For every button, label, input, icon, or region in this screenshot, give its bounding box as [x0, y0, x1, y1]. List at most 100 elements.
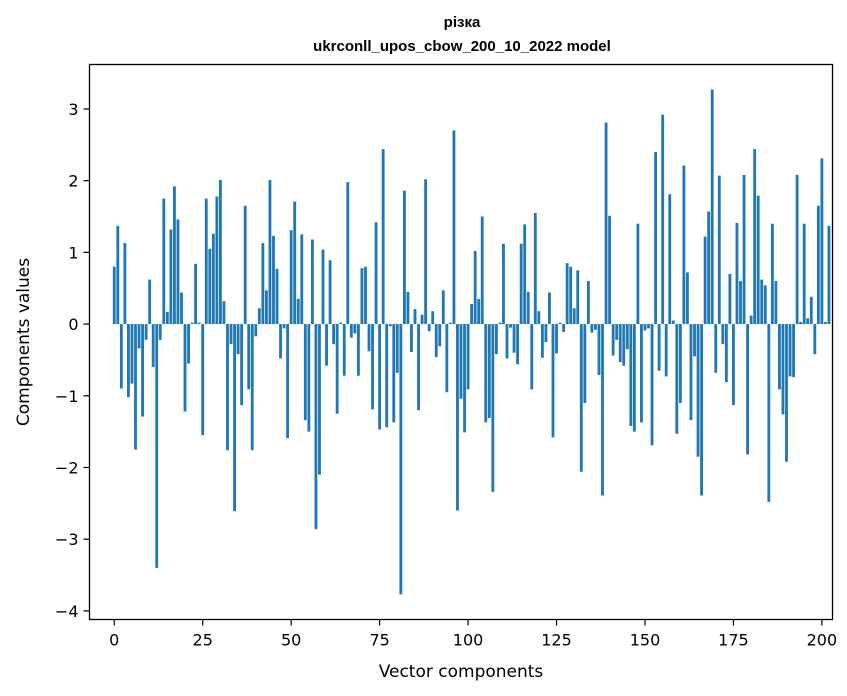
bar-59 [321, 249, 325, 325]
bar-40 [254, 324, 258, 337]
bar-5 [130, 324, 134, 384]
bar-49 [286, 324, 290, 439]
bar-121 [540, 324, 544, 358]
bar-111 [505, 324, 509, 359]
bar-76 [381, 149, 385, 325]
y-tick-label: 2 [68, 172, 78, 191]
y-tick-label: −1 [55, 387, 79, 406]
bar-109 [498, 322, 502, 325]
bar-19 [180, 292, 183, 325]
x-tick-label: 175 [718, 631, 749, 650]
bar-116 [523, 224, 527, 325]
bar-51 [293, 201, 297, 325]
bar-95 [448, 322, 452, 325]
bar-93 [441, 290, 445, 325]
bar-107 [491, 324, 495, 492]
bar-66 [346, 182, 350, 325]
bar-70 [360, 268, 364, 325]
bar-39 [250, 324, 254, 451]
bar-173 [724, 324, 728, 383]
bar-32 [226, 324, 229, 451]
bar-128 [565, 263, 569, 325]
x-tick-label: 150 [630, 631, 661, 650]
y-tick-label: 3 [68, 100, 78, 119]
bar-75 [378, 324, 382, 430]
bar-20 [183, 324, 187, 412]
bar-113 [512, 324, 516, 353]
bar-197 [809, 296, 813, 325]
x-tick-label: 75 [369, 631, 389, 650]
bar-175 [732, 324, 735, 406]
bar-182 [756, 195, 760, 325]
bar-176 [735, 222, 739, 325]
x-tick-label: 50 [281, 631, 301, 650]
y-axis-ticks: −4 −3 −2 −1 0 1 2 3 [55, 100, 90, 621]
bar-64 [339, 322, 343, 325]
bar-17 [173, 186, 176, 325]
bar-11 [151, 324, 155, 368]
bar-167 [703, 236, 707, 325]
bar-100 [466, 324, 470, 390]
bar-63 [335, 324, 339, 414]
bar-139 [604, 122, 608, 325]
bar-48 [282, 324, 286, 329]
bar-21 [187, 324, 190, 364]
bar-73 [371, 324, 374, 410]
bar-91 [434, 324, 438, 358]
bar-119 [533, 212, 537, 325]
bar-199 [816, 205, 820, 325]
bar-195 [802, 223, 806, 325]
bar-84 [410, 324, 413, 353]
bar-83 [406, 291, 410, 325]
bar-115 [519, 243, 523, 325]
bar-184 [763, 285, 767, 325]
bar-41 [257, 308, 261, 325]
bar-133 [583, 324, 587, 403]
bar-117 [526, 291, 530, 325]
bar-144 [622, 324, 626, 366]
x-tick-label: 125 [541, 631, 572, 650]
bar-194 [799, 321, 803, 325]
bar-46 [275, 268, 279, 325]
y-tick-label: 1 [68, 243, 78, 262]
bar-146 [629, 324, 633, 426]
bar-96 [452, 130, 456, 325]
bar-122 [544, 324, 548, 342]
bar-86 [417, 324, 420, 411]
bar-50 [289, 230, 293, 325]
bar-88 [424, 179, 428, 325]
bar-67 [349, 324, 353, 338]
bar-9 [144, 324, 148, 340]
bar-190 [785, 324, 788, 462]
bar-185 [767, 324, 771, 502]
bar-108 [494, 324, 498, 355]
bar-52 [296, 298, 300, 325]
bar-74 [374, 222, 378, 325]
bar-164 [693, 324, 696, 357]
bar-58 [318, 324, 321, 475]
bar-136 [594, 324, 597, 330]
bar-148 [636, 223, 640, 325]
bar-135 [590, 324, 594, 333]
bar-149 [640, 324, 643, 423]
bar-71 [364, 266, 367, 325]
bar-33 [229, 324, 233, 345]
bar-161 [682, 165, 686, 325]
bar-166 [700, 324, 704, 496]
bar-18 [176, 219, 180, 325]
bar-97 [456, 324, 459, 511]
bar-65 [342, 324, 346, 376]
bar-112 [509, 324, 512, 328]
bar-132 [579, 324, 583, 472]
bar-201 [824, 321, 827, 325]
bar-85 [413, 309, 417, 325]
bar-134 [586, 281, 590, 325]
bar-42 [261, 243, 265, 325]
bar-179 [746, 324, 749, 455]
bar-151 [647, 324, 650, 329]
bar-4 [127, 324, 130, 398]
bar-131 [576, 270, 580, 325]
bar-125 [555, 324, 558, 354]
bar-177 [739, 281, 742, 325]
bar-170 [714, 324, 718, 373]
